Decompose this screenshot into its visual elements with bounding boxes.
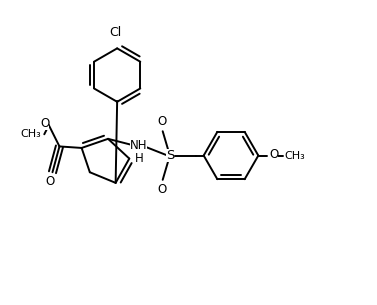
Text: O: O: [45, 175, 55, 188]
Text: NH: NH: [130, 139, 147, 152]
Text: S: S: [166, 149, 175, 162]
Text: O: O: [157, 184, 166, 196]
Text: CH₃: CH₃: [284, 151, 305, 160]
Text: O: O: [269, 149, 278, 161]
Text: H: H: [135, 152, 143, 166]
Text: CH₃: CH₃: [20, 129, 41, 139]
Text: O: O: [40, 117, 49, 130]
Text: Cl: Cl: [109, 26, 122, 39]
Text: O: O: [157, 115, 166, 127]
